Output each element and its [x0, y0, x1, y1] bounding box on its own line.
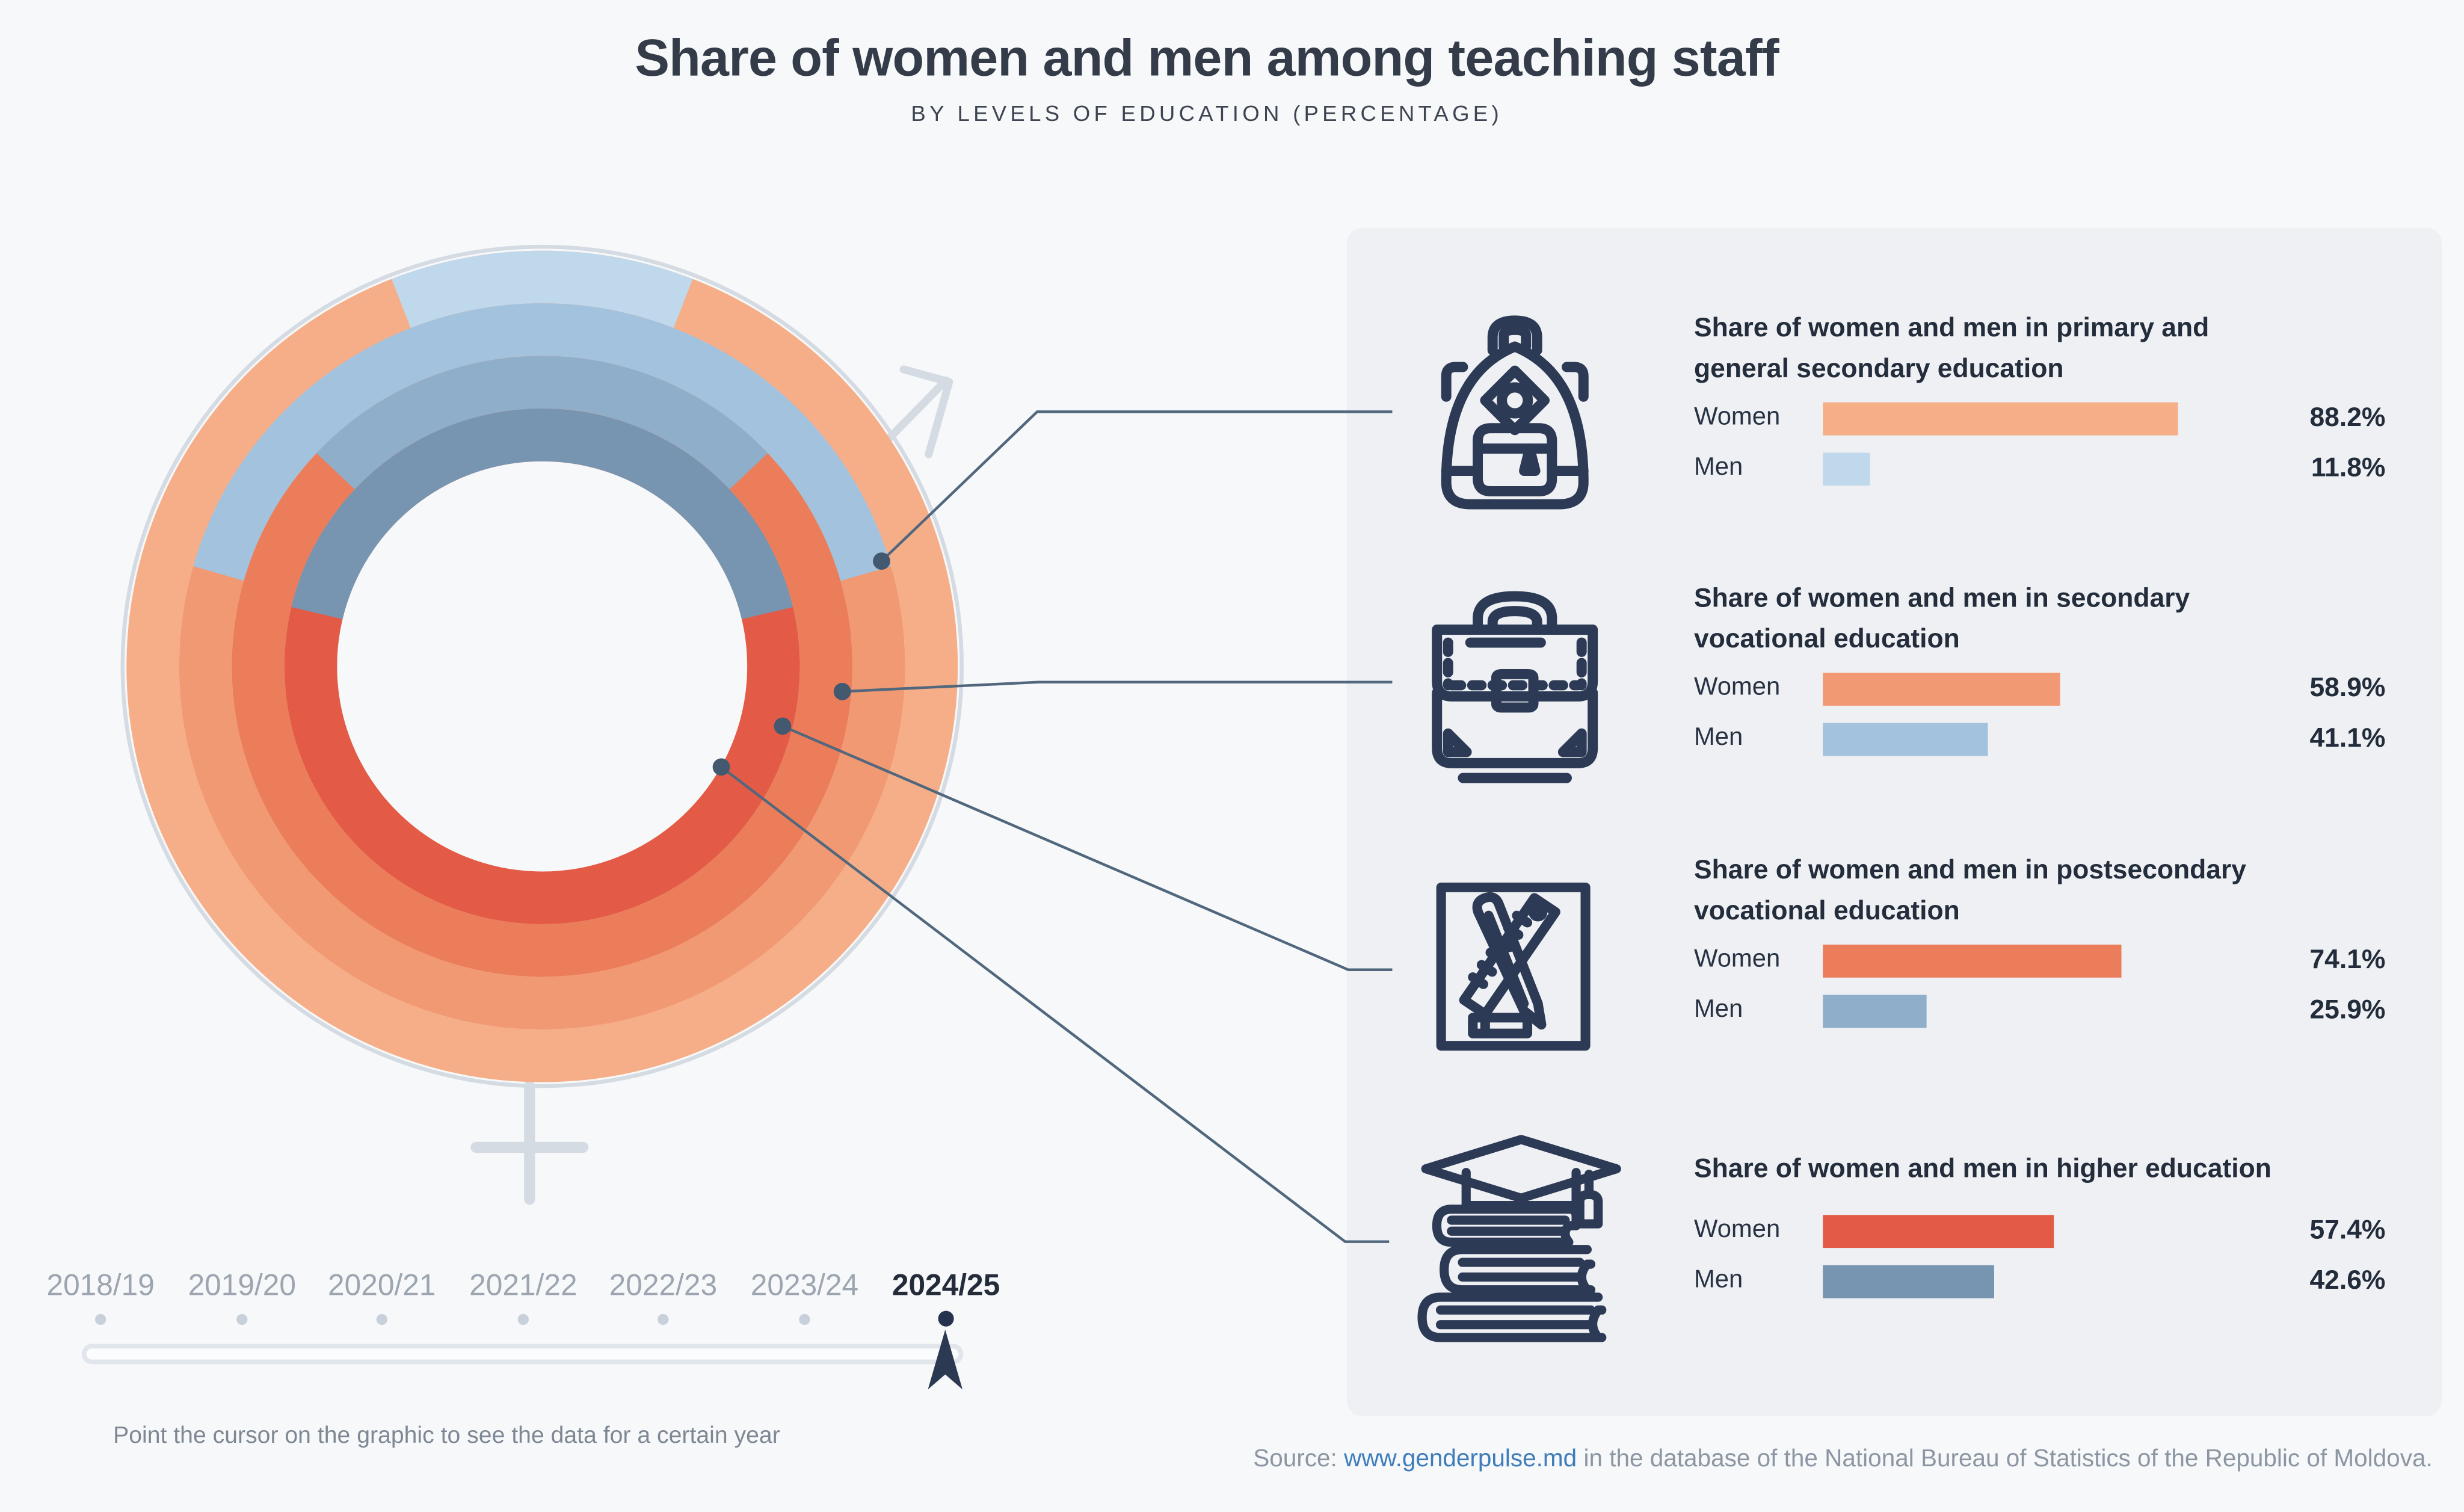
men-bar-row: Men 25.9% [1694, 995, 2385, 1028]
ring-primary-general-secondary-men[interactable] [38, 162, 1046, 1170]
year-2023-24[interactable]: 2023/24 [750, 1270, 859, 1303]
mars-arrow-icon [858, 365, 953, 469]
leader-line-postsecondary-vocational [782, 724, 1393, 971]
section-higher-education: Share of women and men in higher educati… [1693, 1149, 2385, 1298]
section-secondary-vocational: Share of women and men in secondary voca… [1693, 578, 2385, 756]
men-label: Men [1693, 724, 1743, 751]
section-primary: Share of women and men in primary and ge… [1693, 308, 2385, 486]
venus-circle [120, 244, 964, 1088]
ring-postsecondary-vocational-men[interactable] [141, 265, 944, 1068]
men-value: 11.8% [2311, 452, 2386, 483]
ring-primary-general-secondary-women[interactable] [126, 250, 958, 1082]
women-bar [1823, 402, 2178, 436]
women-value: 57.4% [2309, 1215, 2386, 1245]
leader-line-secondary-vocational [842, 680, 1393, 693]
men-bar-row: Men 42.6% [1694, 1265, 2385, 1298]
men-bar [1823, 1265, 1995, 1298]
page-subtitle: BY LEVELS OF EDUCATION (PERCENTAGE) [911, 100, 1503, 126]
women-bar-row: Women 88.2% [1693, 402, 2386, 436]
men-bar-row: Men 11.8% [1694, 452, 2385, 486]
women-bar-row: Women 74.1% [1693, 944, 2386, 978]
details-panel: Share of women and men in primary and ge… [1346, 227, 2442, 1416]
briefcase-icon [1422, 585, 1607, 794]
leader-line-higher-education [720, 766, 1390, 1243]
source-line: Source: www.genderpulse.md in the databa… [817, 1446, 2432, 1474]
section-heading: Share of women and men in higher educati… [1693, 1153, 2272, 1184]
year-2021-22[interactable]: 2021/22 [469, 1270, 578, 1303]
men-value: 41.1% [2309, 723, 2386, 753]
section-postsecondary-vocational: Share of women and men in postsecondary … [1693, 850, 2385, 1028]
women-bar [1823, 1215, 2054, 1248]
interaction-hint: Point the cursor on the graphic to see t… [113, 1422, 780, 1449]
leader-dot-secondary-vocational [833, 683, 851, 700]
ring-higher-education-men[interactable] [263, 388, 821, 945]
year-dot[interactable] [658, 1313, 669, 1325]
year-2024-25-selected[interactable]: 2024/25 [892, 1270, 1000, 1303]
leader-lines [720, 410, 1393, 1243]
women-label: Women [1693, 946, 1781, 973]
men-bar [1823, 452, 1871, 486]
leader-dot-primary [873, 552, 890, 570]
gender-symbol-decoration [120, 244, 964, 1205]
women-bar-row: Women 57.4% [1694, 1215, 2385, 1248]
year-dot[interactable] [517, 1313, 529, 1325]
source-prefix: Source: [1253, 1446, 1344, 1473]
year-2018-19[interactable]: 2018/19 [46, 1270, 155, 1303]
year-dot[interactable] [376, 1313, 387, 1325]
year-dot[interactable] [799, 1313, 810, 1325]
men-value: 25.9% [2309, 995, 2386, 1025]
donut-rings[interactable] [38, 162, 1046, 1170]
section-heading: Share of women and men in primary and ge… [1693, 312, 2210, 384]
year-2019-20[interactable]: 2019/20 [188, 1270, 296, 1303]
timeline-slider-track[interactable] [81, 1344, 964, 1365]
ring-higher-education-women[interactable] [284, 409, 800, 924]
leader-line-primary [880, 410, 1393, 563]
men-bar [1823, 995, 1927, 1028]
pencil-ruler-icon [1425, 869, 1601, 1072]
men-label: Men [1693, 996, 1743, 1023]
leader-dots [712, 552, 890, 776]
graduation-books-icon [1411, 1132, 1631, 1353]
women-value: 88.2% [2309, 402, 2386, 433]
year-dot[interactable] [95, 1313, 106, 1325]
men-label: Men [1693, 1267, 1743, 1294]
year-2022-23[interactable]: 2022/23 [609, 1270, 718, 1303]
women-value: 58.9% [2309, 673, 2386, 703]
section-heading: Share of women and men in secondary voca… [1693, 583, 2190, 654]
leader-dot-postsecondary-vocational [774, 717, 792, 735]
men-value: 42.6% [2309, 1265, 2386, 1295]
source-link[interactable]: www.genderpulse.md [1344, 1446, 1577, 1473]
men-bar-row: Men 41.1% [1694, 723, 2385, 756]
ring-secondary-vocational-women[interactable] [179, 303, 905, 1030]
women-label: Women [1693, 404, 1781, 431]
venus-cross-icon [470, 1080, 589, 1205]
page-title: Share of women and men among teaching st… [635, 28, 1779, 87]
year-dot[interactable] [236, 1313, 248, 1325]
women-bar [1823, 673, 2060, 706]
women-label: Women [1693, 674, 1781, 702]
backpack-icon [1422, 311, 1607, 523]
year-2020-21[interactable]: 2020/21 [328, 1270, 436, 1303]
men-bar [1823, 723, 1989, 756]
ring-postsecondary-vocational-women[interactable] [232, 356, 853, 977]
women-value: 74.1% [2309, 944, 2386, 975]
section-heading: Share of women and men in postsecondary … [1693, 855, 2246, 926]
leader-dot-higher-education [712, 758, 730, 776]
women-bar-row: Women 58.9% [1694, 673, 2385, 706]
men-label: Men [1693, 454, 1743, 481]
women-label: Women [1693, 1216, 1781, 1244]
women-bar [1823, 944, 2121, 978]
ring-secondary-vocational-men[interactable] [126, 250, 959, 1083]
timeline-cursor-icon[interactable] [926, 1328, 965, 1392]
year-dot-selected[interactable] [938, 1310, 954, 1327]
source-suffix: in the database of the National Bureau o… [1577, 1446, 2433, 1473]
